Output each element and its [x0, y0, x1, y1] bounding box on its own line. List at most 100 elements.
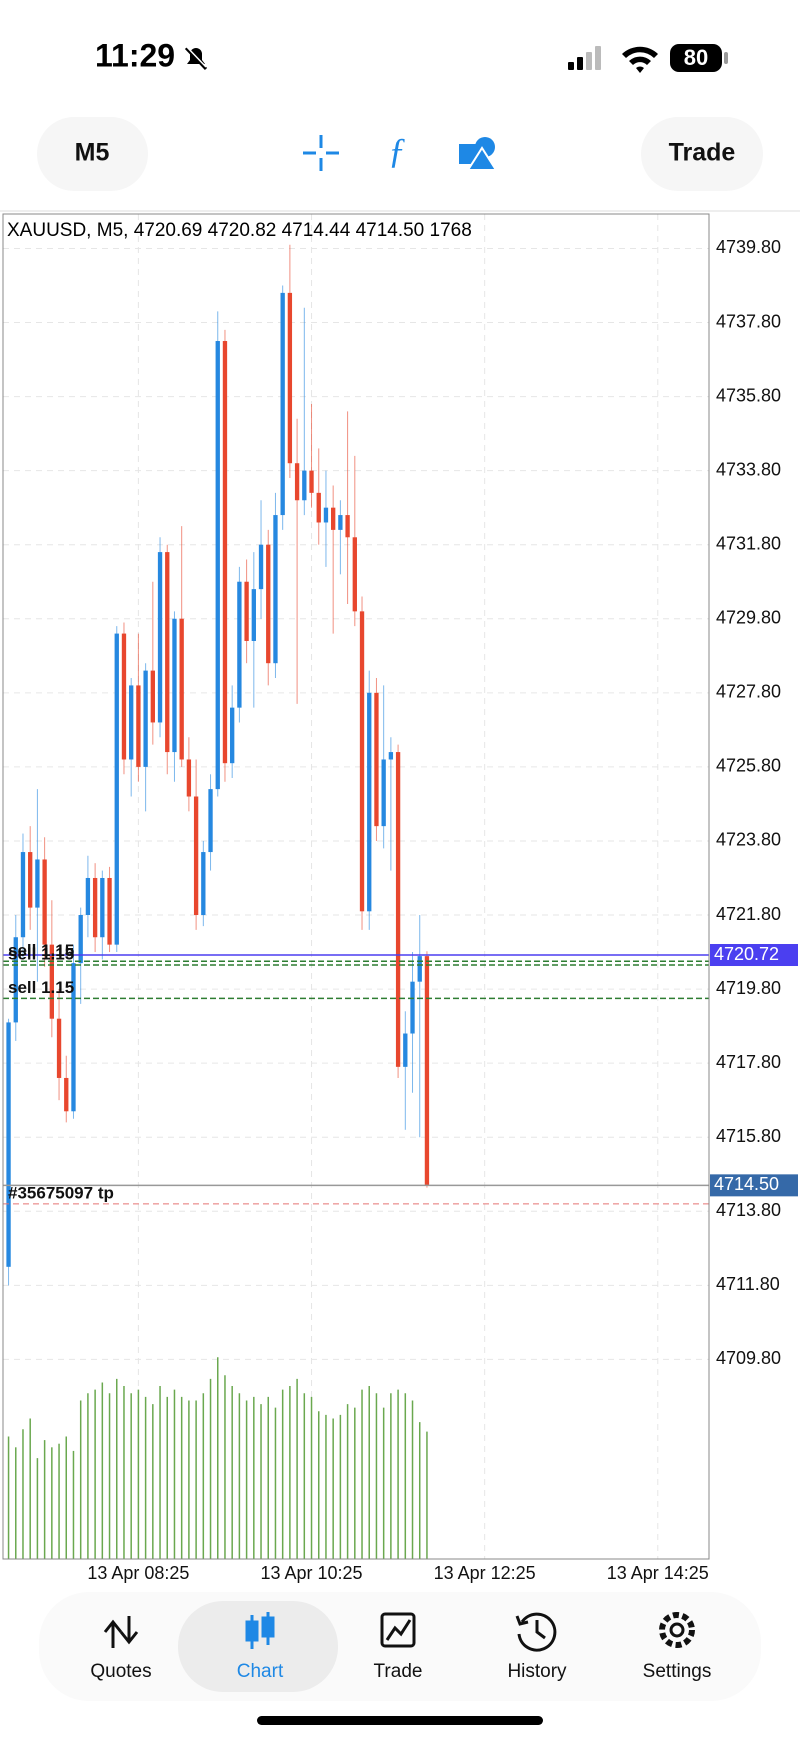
candle-body: [20, 852, 26, 938]
nav-label[interactable]: Settings: [643, 1661, 712, 1682]
x-tick-label: 13 Apr 10:25: [260, 1563, 362, 1583]
x-tick-label: 13 Apr 12:25: [434, 1563, 536, 1583]
chart-title: XAUUSD, M5, 4720.69 4720.82 4714.44 4714…: [7, 220, 472, 241]
candle-body: [179, 618, 184, 760]
candle-body: [35, 859, 40, 908]
y-tick-label: 4723.80: [716, 830, 781, 850]
order-label: sell 1.15: [8, 944, 74, 963]
y-tick-label: 4737.80: [716, 311, 781, 331]
candle-body: [186, 759, 192, 797]
candle-body: [208, 789, 213, 853]
order-label: sell 1.15: [8, 941, 74, 960]
candle-body: [13, 937, 18, 1023]
x-tick-label: 13 Apr 08:25: [87, 1563, 189, 1583]
candle-body: [309, 470, 314, 493]
nav-selected-bg: [178, 1601, 338, 1692]
y-tick-label: 4733.80: [716, 459, 781, 479]
candle-body: [222, 341, 228, 764]
candle-body: [71, 963, 76, 1112]
chart-frame: [2, 213, 710, 1560]
nav-label[interactable]: Trade: [374, 1661, 423, 1682]
candle-body: [244, 581, 249, 641]
y-tick-label: 4715.80: [716, 1126, 781, 1146]
candle-body: [107, 877, 112, 945]
crosshair-button[interactable]: [303, 135, 339, 171]
y-tick-label: 4725.80: [716, 756, 781, 776]
y-tick-label: 4731.80: [716, 533, 781, 553]
candle-body: [359, 611, 365, 912]
y-tick-label: 4719.80: [716, 978, 781, 998]
candle-body: [403, 1033, 408, 1067]
candle-body: [410, 981, 415, 1034]
candle-body: [215, 341, 220, 790]
timeframe-button[interactable]: [37, 117, 148, 191]
y-tick-label: 4717.80: [716, 1052, 781, 1072]
order-label: sell 1.15: [8, 978, 74, 997]
nav-icons: [103, 1612, 695, 1652]
timeframe-label[interactable]: M5: [75, 139, 110, 167]
candle-body: [230, 707, 235, 764]
price-label-box: [710, 944, 798, 967]
nav-label[interactable]: Chart: [237, 1661, 284, 1682]
candle-body: [136, 685, 141, 767]
candle-body: [287, 292, 293, 464]
candle-body: [316, 492, 321, 523]
nav-label[interactable]: Quotes: [90, 1661, 151, 1682]
candle-body: [56, 1018, 62, 1078]
candle-body: [92, 877, 98, 938]
candle-body: [165, 552, 170, 753]
candle-body: [28, 852, 33, 908]
candle-body: [388, 752, 394, 760]
price-label: 4720.72: [714, 944, 779, 964]
y-tick-label: 4713.80: [716, 1200, 781, 1220]
y-tick-label: 4739.80: [716, 237, 781, 257]
candle-body: [157, 552, 163, 723]
trade-button[interactable]: [641, 117, 763, 191]
candle-body: [338, 515, 343, 530]
candle-body: [251, 589, 256, 641]
candle-body: [294, 463, 300, 501]
y-tick-label: 4729.80: [716, 608, 781, 628]
wifi-icon: [622, 46, 658, 73]
y-tick-label: 4735.80: [716, 385, 781, 405]
candle-body: [237, 581, 242, 708]
trade-label[interactable]: Trade: [669, 139, 736, 167]
candle-body: [49, 944, 55, 1019]
candle-body: [143, 670, 148, 767]
candle-body: [121, 633, 127, 760]
price-label-box: [710, 1174, 798, 1197]
candle-body: [280, 292, 285, 516]
candle-body: [367, 692, 372, 912]
indicators-button[interactable]: ƒ: [388, 130, 406, 170]
tp-label: #35675097 tp: [8, 1183, 114, 1202]
y-tick-label: 4727.80: [716, 682, 781, 702]
candle-body: [100, 877, 105, 938]
candle-body: [266, 544, 271, 664]
candle-body: [331, 507, 336, 530]
candle-body: [302, 470, 307, 501]
candle-body: [417, 956, 422, 982]
candle-body: [114, 633, 119, 945]
battery: 80: [670, 44, 728, 72]
objects-button[interactable]: [459, 137, 498, 171]
candle-body: [193, 796, 199, 916]
chart: [3, 214, 709, 1559]
x-tick-label: 13 Apr 14:25: [607, 1563, 709, 1583]
candle-body: [6, 1022, 11, 1267]
candle-body: [150, 670, 155, 723]
candle-body: [78, 915, 83, 964]
candle-body: [352, 537, 357, 612]
status-time: 11:29: [95, 37, 175, 73]
y-tick-label: 4711.80: [716, 1274, 780, 1294]
nav-label[interactable]: History: [507, 1661, 567, 1682]
mute-icon: [184, 45, 208, 71]
candle-body: [172, 618, 177, 753]
candle-body: [129, 685, 134, 760]
candle-body: [201, 852, 206, 916]
candle-body: [85, 877, 91, 916]
candle-body: [64, 1077, 69, 1112]
candle-body: [323, 507, 329, 523]
candle-body: [374, 692, 379, 827]
